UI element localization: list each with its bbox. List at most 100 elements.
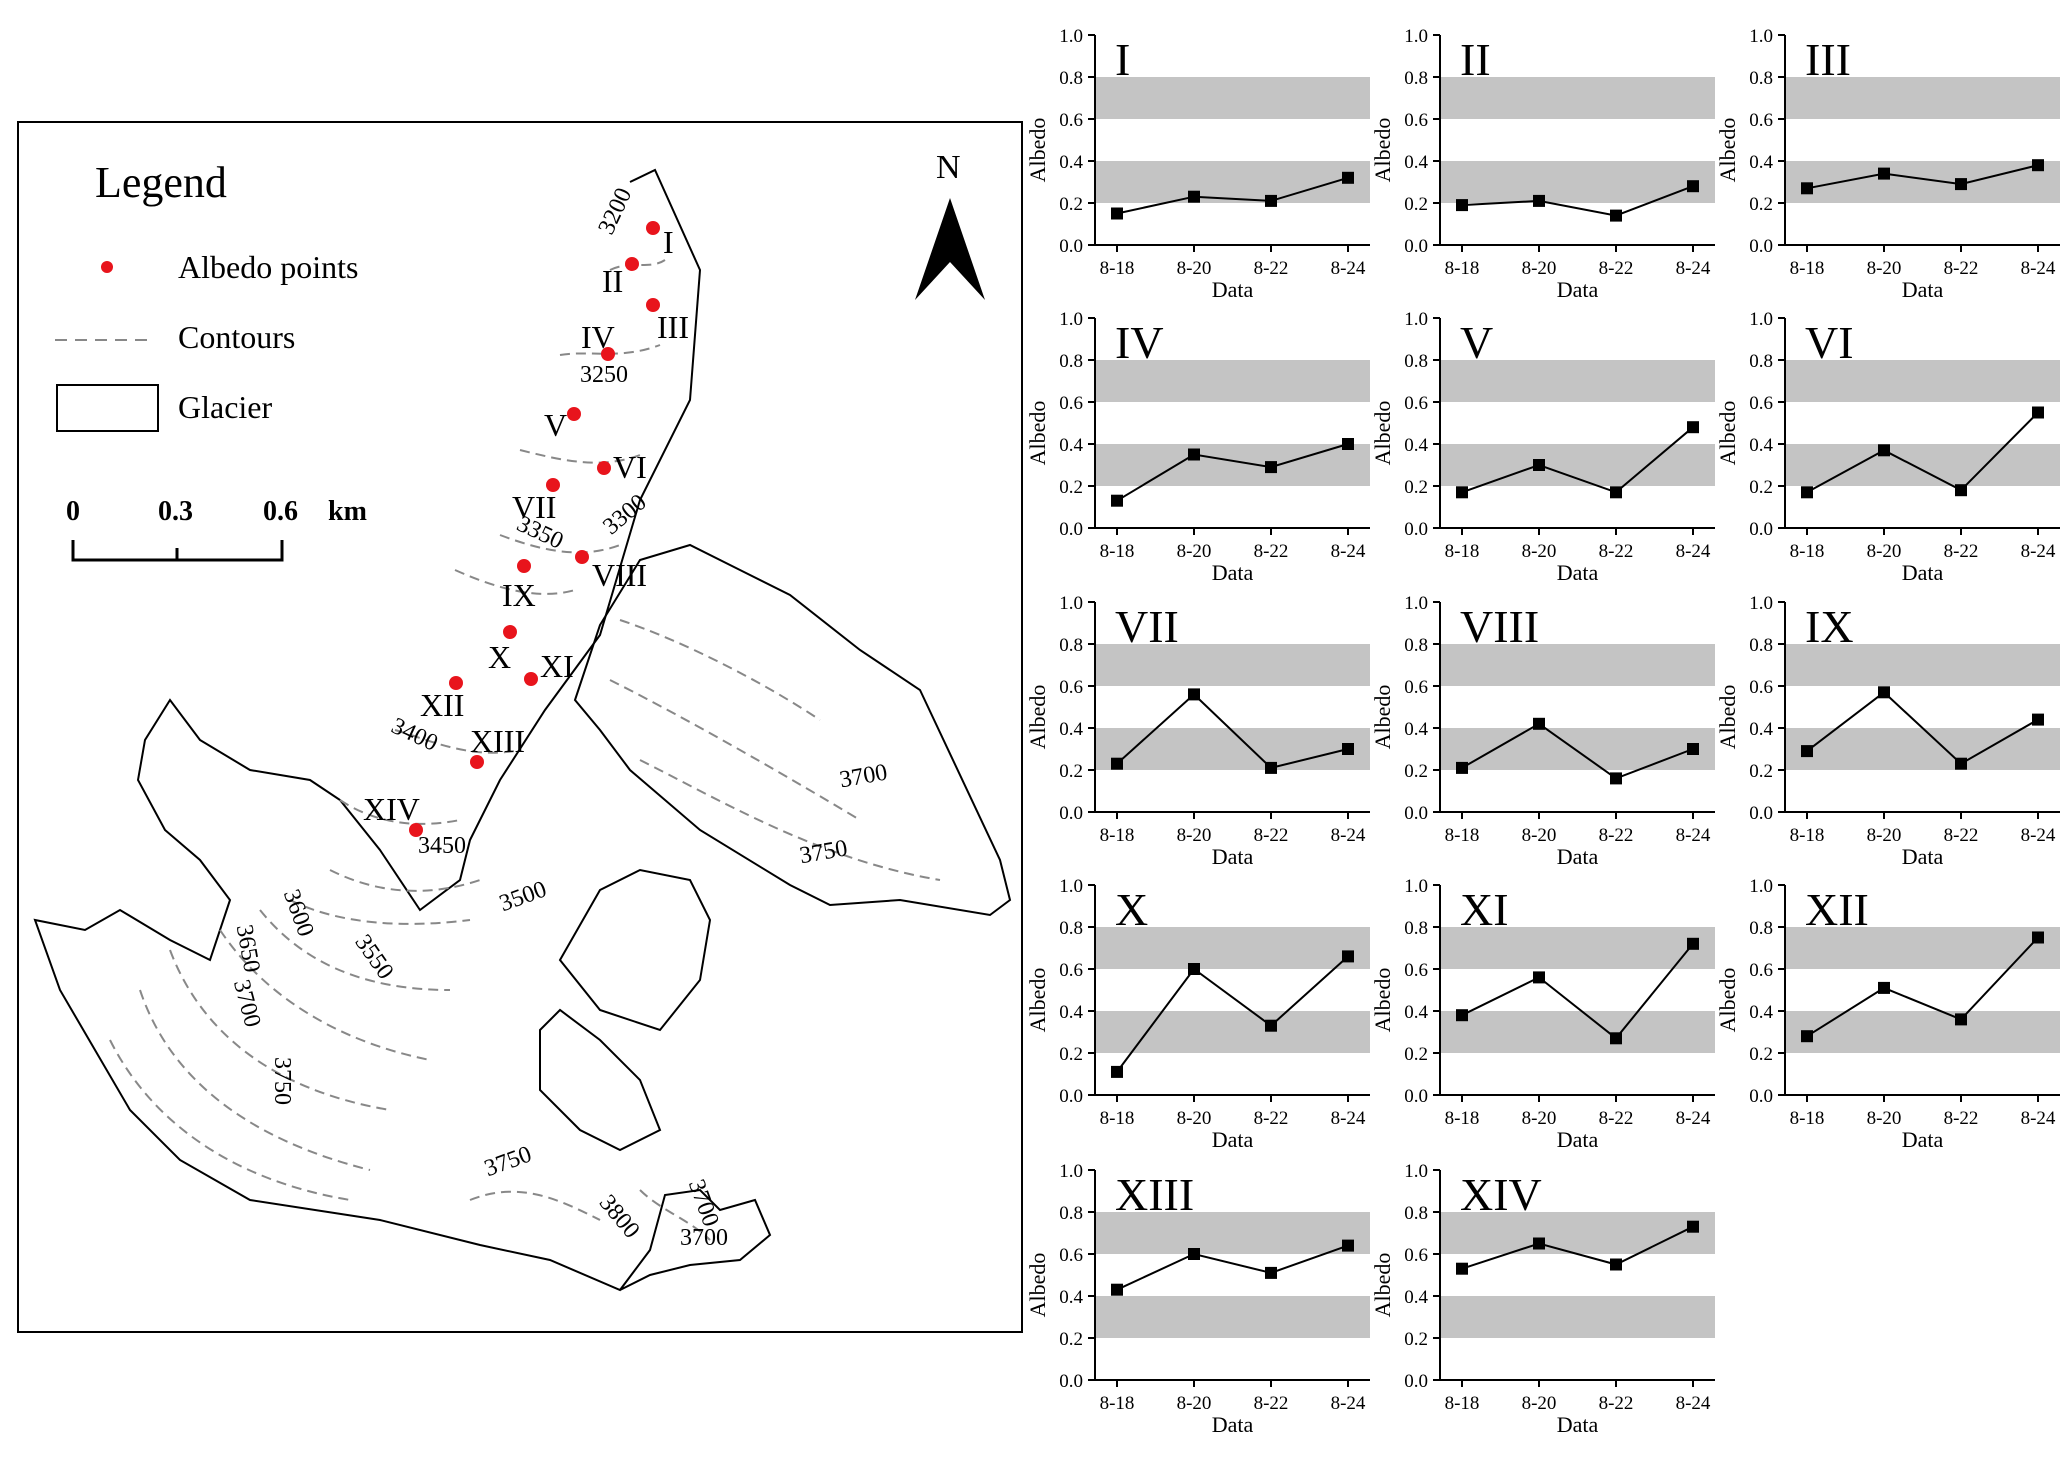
y-tick-label: 0.6 (1749, 960, 1773, 981)
y-tick-label: 0.2 (1749, 194, 1773, 215)
reference-band (1095, 728, 1370, 770)
reference-band (1785, 360, 2060, 402)
x-tick-label: 8-22 (1944, 541, 1979, 562)
y-axis-label: Albedo (1715, 401, 1740, 466)
albedo-point-xiii[interactable] (470, 755, 484, 769)
y-tick-label: 0.6 (1059, 1245, 1083, 1266)
glacier-outline (33, 168, 1012, 1292)
point-label: VIII (592, 557, 647, 593)
y-axis-label: Albedo (1370, 401, 1395, 466)
y-tick-label: 0.8 (1404, 68, 1428, 89)
point-label: V (544, 407, 567, 443)
y-axis-label: Albedo (1025, 1253, 1050, 1318)
chart-title: XI (1460, 884, 1509, 935)
x-tick-label: 8-24 (2021, 825, 2056, 846)
x-tick-label: 8-24 (1676, 1393, 1711, 1414)
x-axis-label: Data (1557, 844, 1599, 869)
data-point (1610, 486, 1622, 499)
x-tick-label: 8-24 (2021, 541, 2056, 562)
albedo-point-iii[interactable] (646, 298, 660, 312)
data-point (1533, 1237, 1545, 1250)
data-point (1342, 1239, 1354, 1252)
data-point (1687, 1220, 1699, 1233)
y-tick-label: 0.6 (1404, 677, 1428, 698)
y-tick-label: 0.0 (1059, 236, 1083, 257)
x-tick-label: 8-22 (1599, 1108, 1634, 1129)
data-point (1342, 171, 1354, 184)
x-tick-label: 8-24 (1331, 1393, 1366, 1414)
y-tick-label: 0.6 (1059, 960, 1083, 981)
x-axis-label: Data (1557, 560, 1599, 585)
series-line (1461, 185, 1694, 217)
albedo-point-x[interactable] (503, 625, 517, 639)
x-axis-label: Data (1212, 277, 1254, 302)
x-tick-label: 8-18 (1790, 1108, 1825, 1129)
data-point (1610, 1258, 1622, 1271)
y-tick-label: 0.8 (1404, 1203, 1428, 1224)
scale-bar-line (71, 540, 284, 562)
x-tick-label: 8-22 (1599, 541, 1634, 562)
chart-title: XII (1805, 884, 1869, 935)
albedo-point-ii[interactable] (625, 257, 639, 271)
albedo-point-v[interactable] (567, 407, 581, 421)
reference-band (1785, 1011, 2060, 1053)
y-tick-label: 0.0 (1404, 803, 1428, 824)
legend: Legend Albedo points Contours Glacier (55, 158, 358, 432)
albedo-point-xii[interactable] (449, 676, 463, 690)
y-tick-label: 0.8 (1404, 351, 1428, 372)
data-point (1955, 178, 1967, 191)
series-line (1116, 955, 1349, 1073)
albedo-point-labels: I II III IV V VI VII VIII IX X XI XII XI… (363, 224, 689, 827)
y-axis-label: Albedo (1370, 968, 1395, 1033)
x-tick-label: 8-18 (1445, 1393, 1480, 1414)
y-tick-label: 1.0 (1404, 309, 1428, 330)
y-tick-label: 0.0 (1404, 519, 1428, 540)
point-label: XII (420, 687, 464, 723)
data-point (1111, 494, 1123, 507)
albedo-point-xiv[interactable] (409, 823, 423, 837)
albedo-point-iv[interactable] (601, 347, 615, 361)
point-label: III (657, 309, 689, 345)
x-tick-label: 8-24 (1331, 541, 1366, 562)
x-tick-label: 8-24 (1331, 1108, 1366, 1129)
albedo-point-xi[interactable] (524, 672, 538, 686)
data-point (1111, 207, 1123, 220)
x-axis-label: Data (1902, 560, 1944, 585)
data-point (1188, 688, 1200, 701)
y-axis-label: Albedo (1370, 118, 1395, 183)
y-tick-label: 0.0 (1059, 519, 1083, 540)
albedo-chart-vii: 0.0 0.2 0.4 0.6 0.8 1.0 8-18 8-20 8-22 8-24 Data Al… (1025, 593, 1370, 869)
y-tick-label: 1.0 (1749, 593, 1773, 614)
data-point (1801, 1030, 1813, 1043)
y-tick-label: 0.6 (1059, 677, 1083, 698)
x-axis-label: Data (1212, 560, 1254, 585)
y-tick-label: 0.8 (1059, 1203, 1083, 1224)
x-tick-label: 8-20 (1867, 541, 1902, 562)
albedo-point-ix[interactable] (517, 559, 531, 573)
glacier-map: 3200 3250 3300 3350 3400 3450 3500 3550 … (17, 121, 1023, 1333)
y-tick-label: 0.6 (1404, 110, 1428, 131)
albedo-chart-xii: 0.0 0.2 0.4 0.6 0.8 1.0 8-18 8-20 8-22 8-24 Data Al… (1715, 876, 2060, 1152)
albedo-point-vii[interactable] (546, 478, 560, 492)
chart-title: X (1115, 884, 1148, 935)
albedo-chart-xiii: 0.0 0.2 0.4 0.6 0.8 1.0 8-18 8-20 8-22 8-24 Data Al… (1025, 1161, 1370, 1437)
x-tick-label: 8-22 (1254, 541, 1289, 562)
albedo-point-i[interactable] (646, 221, 660, 235)
chart-title: III (1805, 34, 1851, 85)
chart-title: VII (1115, 601, 1179, 652)
data-point (1342, 743, 1354, 755)
y-tick-label: 0.2 (1059, 761, 1083, 782)
albedo-point-viii[interactable] (575, 550, 589, 564)
reference-band (1785, 444, 2060, 486)
point-label: IV (581, 319, 615, 355)
albedo-point-vi[interactable] (597, 461, 611, 475)
x-tick-label: 8-20 (1522, 1108, 1557, 1129)
albedo-points (409, 221, 660, 837)
y-tick-label: 0.0 (1404, 1086, 1428, 1107)
reference-band (1095, 77, 1370, 119)
point-label: XIII (470, 723, 525, 759)
reference-band (1095, 161, 1370, 203)
y-tick-label: 0.8 (1404, 918, 1428, 939)
x-tick-label: 8-18 (1445, 1108, 1480, 1129)
y-tick-label: 1.0 (1749, 876, 1773, 897)
